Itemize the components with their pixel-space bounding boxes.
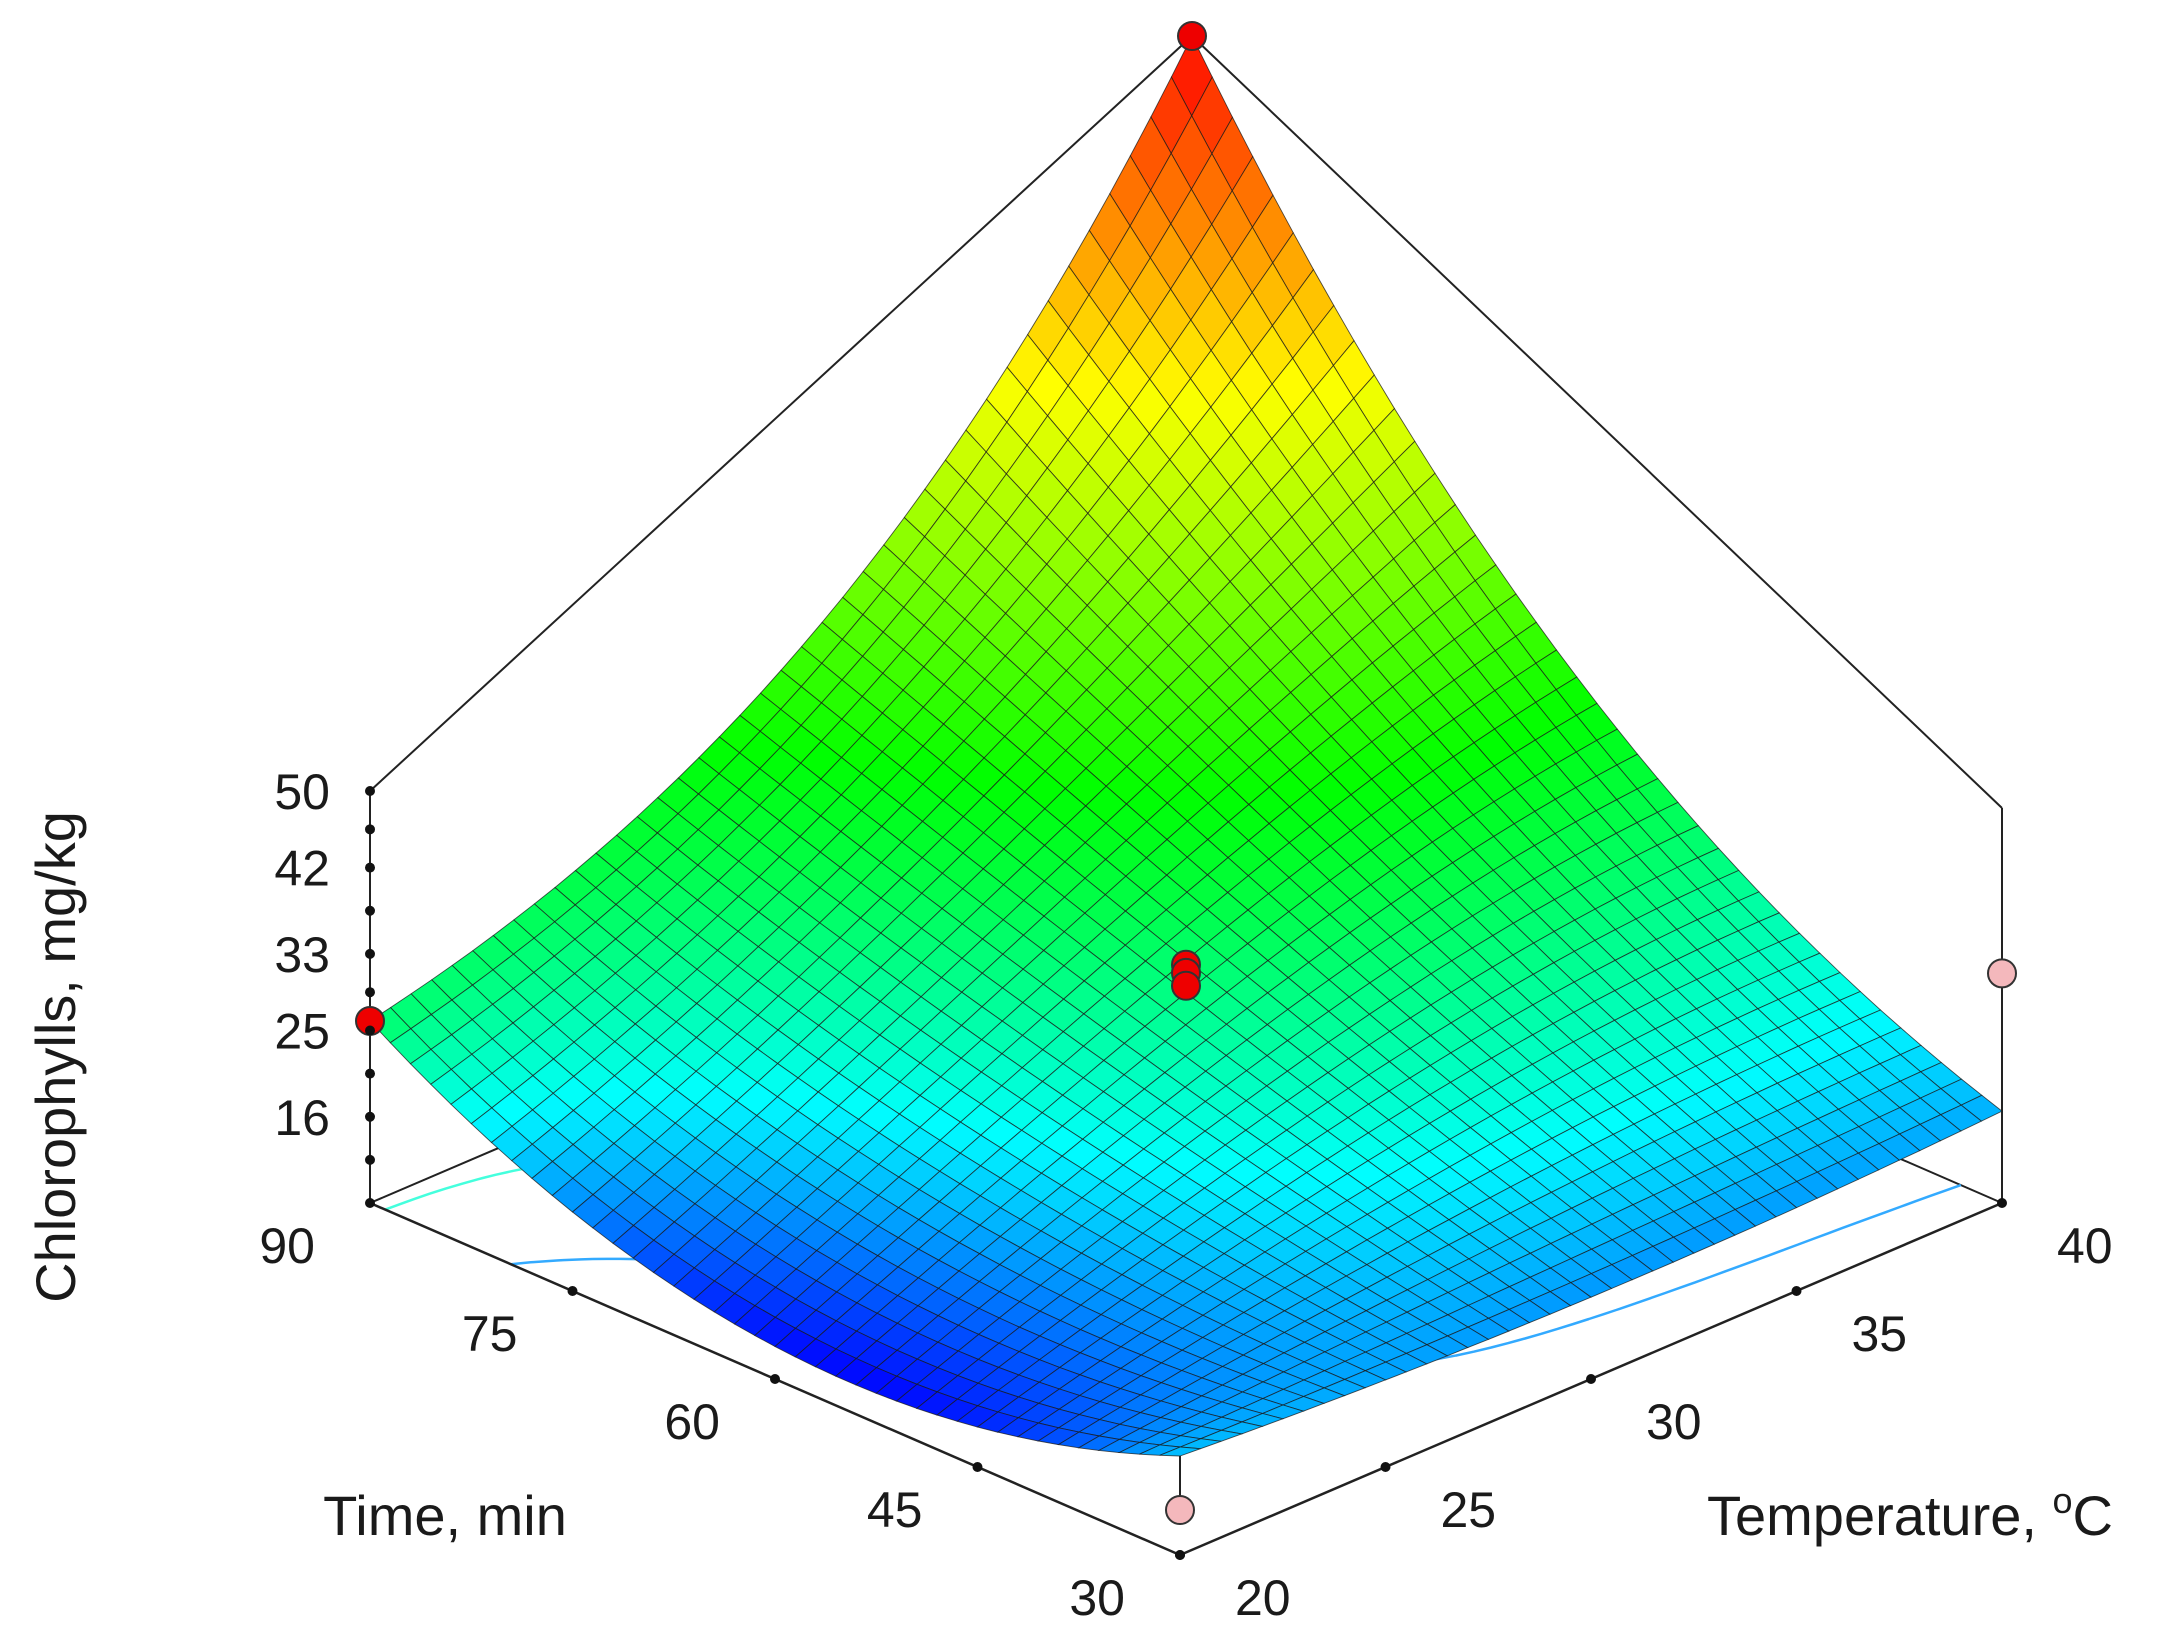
z-tick-label-4: 50 xyxy=(274,764,330,820)
y-tick-2 xyxy=(770,1374,780,1384)
z-tick-2 xyxy=(365,948,375,959)
y-tick-label-4: 90 xyxy=(259,1218,315,1274)
z-tick-label-1: 25 xyxy=(274,1004,330,1060)
x-axis-title: Temperature, oC xyxy=(1707,1480,2113,1547)
design-point-6 xyxy=(1171,970,1201,1001)
surface-cell xyxy=(1159,1446,1201,1457)
z-tick-label-0: 16 xyxy=(274,1090,330,1146)
design-point-3 xyxy=(1165,1495,1195,1525)
y-tick-4 xyxy=(365,1198,375,1208)
z-tick-label-2: 33 xyxy=(274,927,330,983)
axis-ticks: 16 25 33 42 50 30 45 60 75 90 20 25 30 35 40 xyxy=(259,764,2112,1626)
y-tick-label-1: 45 xyxy=(867,1482,923,1538)
y-tick-label-3: 75 xyxy=(462,1306,518,1362)
x-axis-title-main: Temperature, xyxy=(1707,1484,2053,1547)
z-minor-tick-4 xyxy=(365,824,375,835)
y-axis-title: Time, min xyxy=(323,1484,567,1547)
design-point-0 xyxy=(1177,21,1207,51)
x-tick-label-3: 35 xyxy=(1852,1306,1908,1362)
z-minor-tick-3 xyxy=(365,905,375,916)
x-tick-0 xyxy=(1175,1550,1185,1560)
y-tick-3 xyxy=(567,1286,578,1296)
box-edge-back-4 xyxy=(1191,35,2003,809)
x-axis-title-sup: o xyxy=(2053,1480,2073,1521)
x-tick-3 xyxy=(1791,1286,1802,1296)
x-tick-label-4: 40 xyxy=(2057,1218,2113,1274)
box-edge-back-3 xyxy=(369,35,1193,792)
design-points xyxy=(355,21,2017,1525)
x-tick-1 xyxy=(1380,1462,1391,1472)
response-surface xyxy=(369,34,2003,1457)
x-tick-label-0: 20 xyxy=(1235,1570,1291,1626)
x-tick-2 xyxy=(1586,1374,1596,1384)
x-tick-4 xyxy=(1997,1198,2007,1208)
z-minor-tick-0 xyxy=(365,1154,375,1165)
z-tick-4 xyxy=(365,786,375,796)
z-tick-0 xyxy=(365,1111,375,1122)
x-axis-title-unit: C xyxy=(2073,1484,2113,1547)
z-tick-3 xyxy=(365,862,375,873)
y-tick-label-0: 30 xyxy=(1069,1570,1125,1626)
z-axis-title: Chlorophylls, mg/kg xyxy=(24,811,87,1303)
design-point-2 xyxy=(1987,958,2017,989)
z-minor-tick-1 xyxy=(365,1068,375,1079)
y-tick-label-2: 60 xyxy=(664,1394,720,1450)
z-tick-label-3: 42 xyxy=(274,841,330,897)
x-tick-label-1: 25 xyxy=(1441,1482,1497,1538)
y-tick-1 xyxy=(972,1462,983,1472)
x-tick-label-2: 30 xyxy=(1646,1394,1702,1450)
z-tick-1 xyxy=(365,1025,375,1036)
z-minor-tick-2 xyxy=(365,987,375,998)
